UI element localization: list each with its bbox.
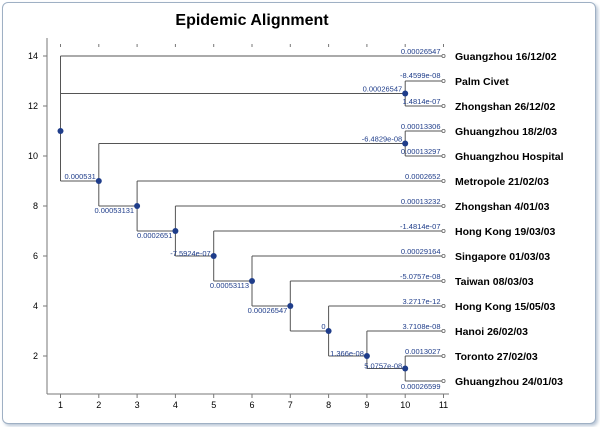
- leaf-marker: [441, 178, 446, 183]
- branch-length-label: -1.4814e-07: [400, 222, 440, 231]
- leaf-marker: [441, 203, 446, 208]
- leaf-marker: [441, 79, 446, 84]
- tree-node: [134, 203, 141, 209]
- leaf-name: Palm Civet: [455, 76, 509, 88]
- x-tick-label: 8: [326, 400, 331, 410]
- leaf-marker: [441, 378, 446, 383]
- leaf-name: Zhongshan 4/01/03: [455, 201, 550, 213]
- branch-length-label: 0.0002652: [405, 172, 440, 181]
- tree-node: [402, 140, 409, 147]
- leaf-name: Ghuangzhou 18/2/03: [455, 126, 557, 138]
- branch-length-label: -8.4599e-08: [400, 71, 440, 80]
- leaf-marker: [441, 104, 446, 109]
- tree-node: [402, 365, 409, 372]
- branch-length-label: 0.0002651: [137, 231, 172, 240]
- x-tick-label: 2: [96, 400, 101, 410]
- leaf-marker: [441, 228, 446, 233]
- x-tick-label: 3: [135, 400, 140, 410]
- x-tick-label: 4: [173, 400, 178, 410]
- branch-length-label: 0.0013027: [405, 347, 440, 356]
- x-tick-label: 1: [58, 400, 63, 410]
- branch-length-label: -6.4829e-08: [362, 135, 402, 144]
- leaf-marker: [441, 54, 446, 59]
- leaf-name: Singapore 01/03/03: [455, 251, 550, 263]
- leaf-name: Metropole 21/02/03: [455, 176, 549, 188]
- leaf-name: Ghuangzhou 24/01/03: [455, 376, 563, 388]
- branch-length-label: 0.00026547: [401, 47, 441, 56]
- branch-length-label: 1.366e-08: [330, 349, 364, 358]
- y-tick-label: 6: [33, 251, 38, 261]
- leaf-marker: [441, 353, 446, 358]
- leaf-marker: [441, 328, 446, 333]
- y-tick-label: 10: [28, 151, 38, 161]
- tree-edges: [60, 55, 444, 382]
- x-tick-label: 6: [249, 400, 254, 410]
- leaf-name: Hong Kong 15/05/03: [455, 301, 556, 313]
- branch-length-label: 0.00013306: [401, 122, 441, 131]
- branch-length-label: 0.00026599: [401, 382, 441, 391]
- tree-node: [287, 303, 294, 309]
- tree-node: [95, 178, 102, 184]
- y-tick-label: 8: [33, 201, 38, 211]
- branch-length-label: 0.000531: [65, 172, 96, 181]
- leaf-marker: [441, 303, 446, 308]
- leaf-name: Hanoi 26/02/03: [455, 326, 528, 338]
- branch-length-label: 0.00053131: [94, 206, 134, 215]
- branch-length-label: 3.2717e-12: [403, 297, 441, 306]
- branch-length-label: 0.00053113: [210, 281, 249, 290]
- y-tick-label: 4: [33, 301, 38, 311]
- tree-node: [57, 128, 64, 134]
- leaf-name: Toronto 27/02/03: [455, 351, 538, 363]
- leaf-name: Taiwan 08/03/03: [455, 276, 534, 288]
- branch-length-label: 0.00013297: [401, 147, 441, 156]
- tree-node: [249, 278, 255, 284]
- branch-length-label: 0.00026547: [248, 306, 288, 315]
- chart-title: Epidemic Alignment: [175, 12, 329, 29]
- x-tick-label: 10: [400, 400, 410, 410]
- branch-length-label: -7.5924e-07: [170, 249, 210, 258]
- tree-node: [402, 90, 409, 97]
- leaf-name: Guangzhou 16/12/02: [455, 51, 557, 63]
- branch-length-label: 0: [321, 322, 325, 331]
- branch-length-label: -5.0757e-08: [400, 272, 440, 281]
- leaf-name: Ghuangzhou Hospital: [455, 151, 564, 163]
- leaf-names: Guangzhou 16/12/02 Palm Civet Zhongshan 26…: [455, 51, 564, 388]
- tree-node: [325, 328, 332, 334]
- leaf-name: Zhongshan 26/12/02: [455, 101, 556, 113]
- leaf-marker: [441, 278, 446, 283]
- chart-frame: [2, 2, 596, 424]
- y-tick-label: 2: [33, 351, 38, 361]
- branch-length-label: 3.7108e-08: [403, 322, 441, 331]
- leaf-marker: [441, 128, 446, 133]
- branch-length-label: 0.00026547: [363, 85, 403, 94]
- leaf-marker: [441, 253, 446, 258]
- x-tick-label: 7: [288, 400, 293, 410]
- branch-length-label: 0.00013232: [401, 197, 441, 206]
- tree-node: [210, 253, 217, 259]
- x-tick-label: 9: [364, 400, 369, 410]
- leaf-marker: [441, 153, 446, 158]
- tree-nodes: [57, 54, 446, 383]
- y-tick-label: 14: [28, 51, 38, 61]
- x-tick-label: 11: [439, 400, 448, 410]
- branch-labels: 0.00026547-8.4599e-081.4814e-070.0002654…: [65, 47, 441, 391]
- branch-length-label: 1.4814e-07: [403, 97, 441, 106]
- x-tick-label: 5: [211, 400, 216, 410]
- tree-node: [172, 228, 179, 234]
- branch-length-label: 0.00029164: [401, 247, 441, 256]
- branch-length-label: 5.0757e-08: [364, 362, 402, 371]
- y-tick-label: 12: [28, 101, 38, 111]
- tree-node: [363, 353, 370, 359]
- leaf-name: Hong Kong 19/03/03: [455, 226, 556, 238]
